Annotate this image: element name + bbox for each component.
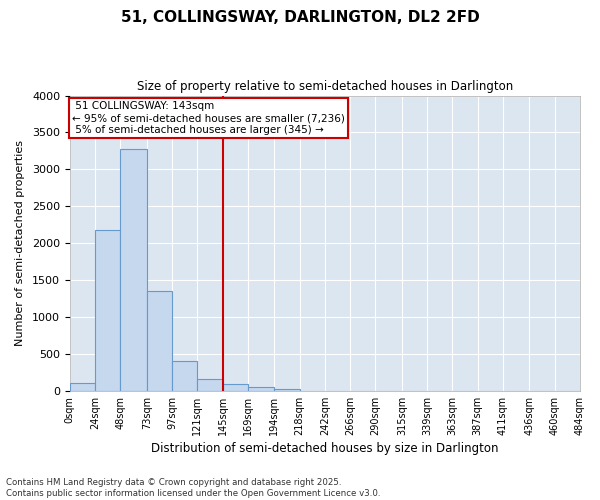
- Bar: [121, 148, 147, 391]
- Text: 51, COLLINGSWAY, DARLINGTON, DL2 2FD: 51, COLLINGSWAY, DARLINGTON, DL2 2FD: [121, 10, 479, 25]
- Text: Contains HM Land Registry data © Crown copyright and database right 2025.
Contai: Contains HM Land Registry data © Crown c…: [6, 478, 380, 498]
- Bar: [223, 384, 248, 391]
- Bar: [248, 387, 274, 391]
- Bar: [274, 388, 299, 391]
- Bar: [95, 230, 121, 391]
- Bar: [70, 382, 95, 391]
- Title: Size of property relative to semi-detached houses in Darlington: Size of property relative to semi-detach…: [137, 80, 513, 93]
- Bar: [147, 291, 172, 391]
- X-axis label: Distribution of semi-detached houses by size in Darlington: Distribution of semi-detached houses by …: [151, 442, 499, 455]
- Text: 51 COLLINGSWAY: 143sqm
← 95% of semi-detached houses are smaller (7,236)
 5% of : 51 COLLINGSWAY: 143sqm ← 95% of semi-det…: [72, 102, 345, 134]
- Bar: [197, 379, 223, 391]
- Bar: [172, 362, 197, 391]
- Y-axis label: Number of semi-detached properties: Number of semi-detached properties: [15, 140, 25, 346]
